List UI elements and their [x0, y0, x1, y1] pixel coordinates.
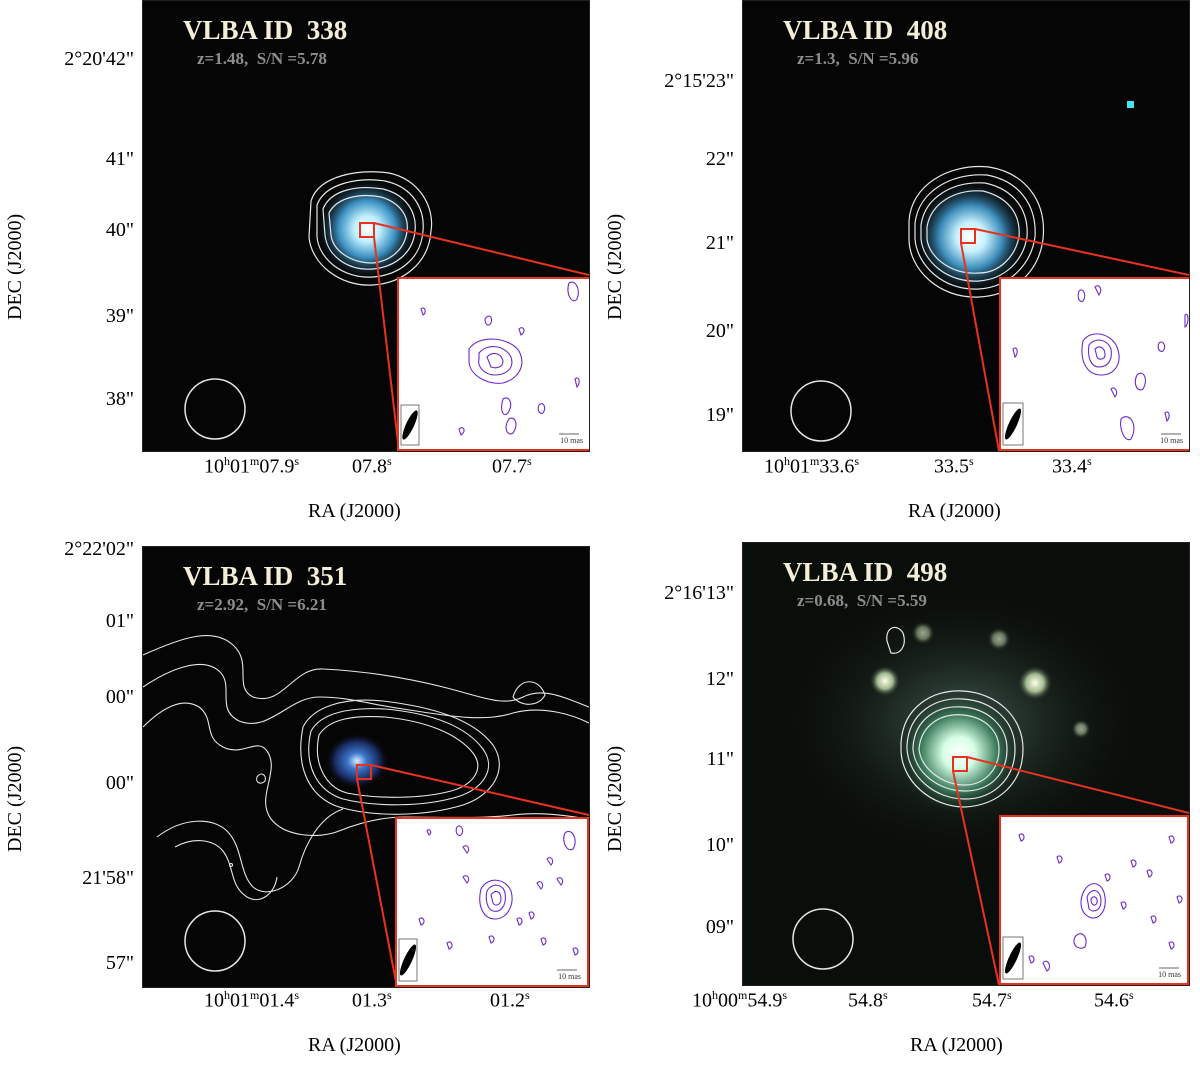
ytick: 09": [705, 916, 734, 938]
panel-408: 2°15'23" 22" 21" 20" 19" DEC (J2000): [600, 0, 1200, 532]
scale-bar-label: 10 mas: [1160, 436, 1183, 445]
xtick: 33.5s: [934, 454, 974, 478]
panel-498: 2°16'13" 12" 11" 10" 09" DEC (J2000): [600, 532, 1200, 1064]
ytick: 57": [105, 952, 134, 974]
zoom-box: [359, 222, 375, 238]
beam-circle: [792, 908, 854, 970]
optical-image: [773, 583, 1189, 985]
vlba-inset: 10 mas: [395, 817, 589, 987]
source-subtitle: z=2.92, S/N =6.21: [197, 595, 327, 614]
image-frame: VLBA ID 498 z=0.68, S/N =5.59: [742, 542, 1190, 986]
y-axis-label: DEC (J2000): [604, 213, 626, 320]
beam-circle: [184, 378, 246, 440]
y-axis-label: DEC (J2000): [604, 745, 626, 852]
ytick: 2°22'02": [64, 538, 134, 560]
optical-image: [143, 634, 589, 987]
xtick: 10h00m54.9s: [692, 988, 788, 1012]
ytick: 12": [705, 668, 734, 690]
ytick: 20": [705, 320, 734, 342]
zoom-box: [952, 756, 968, 772]
optical-image: [184, 171, 589, 451]
ytick: 2°15'23": [664, 70, 734, 92]
x-axis-label: RA (J2000): [308, 500, 401, 522]
vlba-contours: [1002, 833, 1183, 980]
xtick: 07.7s: [492, 454, 532, 478]
source-title: VLBA ID 338: [183, 15, 348, 45]
xtick: 54.6s: [1094, 988, 1134, 1012]
ytick: 21": [705, 232, 734, 254]
ytick: 41": [105, 148, 134, 170]
source-title: VLBA ID 351: [183, 561, 348, 591]
vlba-inset: 10 mas: [397, 277, 589, 451]
ytick: 00": [105, 772, 134, 794]
source-subtitle: z=0.68, S/N =5.59: [797, 591, 927, 610]
ytick: 10": [705, 834, 734, 856]
xtick: 10h01m01.4s: [204, 988, 300, 1012]
scale-bar-label: 10 mas: [1158, 970, 1181, 979]
image-frame: VLBA ID 338 z=1.48, S/N =5.78: [142, 0, 590, 452]
beam-circle: [184, 910, 246, 972]
beam-circle: [790, 380, 852, 442]
source-subtitle: z=1.48, S/N =5.78: [197, 49, 327, 68]
y-axis-label: DEC (J2000): [4, 745, 26, 852]
source-title: VLBA ID 498: [783, 557, 948, 587]
image-frame: VLBA ID 351 z=2.92, S/N =6.21: [142, 546, 590, 988]
ytick: 39": [105, 305, 134, 327]
vlba-inset: 10 mas: [999, 277, 1189, 451]
source-title: VLBA ID 408: [783, 15, 948, 45]
ytick: 40": [105, 219, 134, 241]
ytick: 11": [706, 748, 734, 770]
source-subtitle: z=1.3, S/N =5.96: [797, 49, 919, 68]
xtick: 54.7s: [972, 988, 1012, 1012]
vlba-contours: [398, 825, 579, 982]
scale-bar-label: 10 mas: [558, 972, 581, 981]
x-axis-label: RA (J2000): [308, 1034, 401, 1056]
xtick: 07.8s: [352, 454, 392, 478]
ytick: 01": [105, 610, 134, 632]
xtick: 10h01m33.6s: [764, 454, 860, 478]
image-frame: VLBA ID 408 z=1.3, S/N =5.96: [742, 0, 1190, 452]
vlba-contours: [1002, 285, 1189, 446]
ytick: 38": [105, 388, 134, 410]
panel-351: 2°22'02" 01" 00" 00" 21'58" 57" DEC (J20…: [0, 532, 600, 1064]
xtick: 54.8s: [848, 988, 888, 1012]
ytick: 00": [105, 686, 134, 708]
ytick: 22": [705, 148, 734, 170]
x-axis-label: RA (J2000): [910, 1034, 1003, 1056]
xtick: 01.3s: [352, 988, 392, 1012]
ytick: 2°16'13": [664, 582, 734, 604]
vlba-contours: [400, 281, 580, 446]
x-axis-label: RA (J2000): [908, 500, 1001, 522]
panel-338: 2°20'42" 41" 40" 39" 38" DEC (J2000): [0, 0, 600, 532]
xtick: 01.2s: [490, 988, 530, 1012]
xtick: 10h01m07.9s: [204, 454, 300, 478]
xtick: 33.4s: [1052, 454, 1092, 478]
zoom-box: [960, 228, 976, 244]
scale-bar-label: 10 mas: [560, 436, 583, 445]
zoom-box: [356, 764, 372, 780]
vlba-inset: 10 mas: [999, 815, 1189, 985]
ytick: 19": [705, 404, 734, 426]
ytick: 21'58": [82, 867, 134, 889]
optical-image: [790, 101, 1189, 451]
y-axis-label: DEC (J2000): [4, 213, 26, 320]
ytick: 2°20'42": [64, 48, 134, 70]
